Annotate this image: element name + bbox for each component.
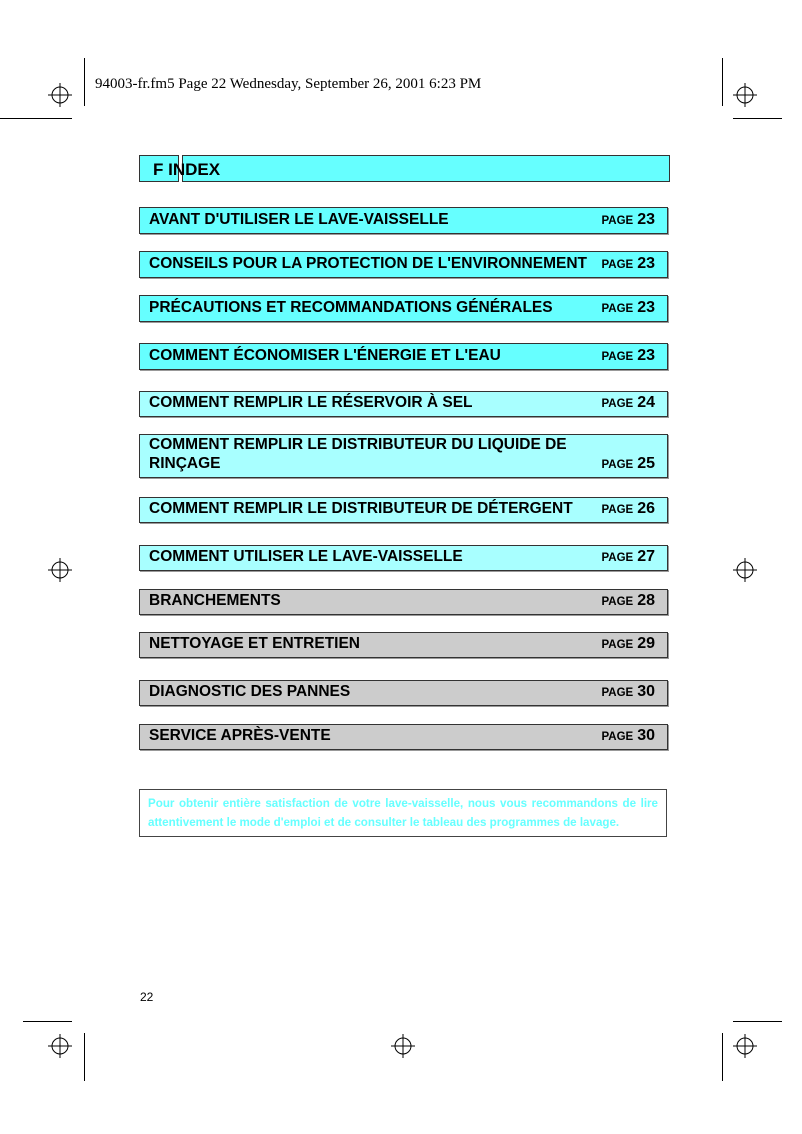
page-ref: 24 (637, 394, 655, 411)
index-entry: BRANCHEMENTS PAGE 28 (139, 589, 668, 615)
page-prefix: PAGE (601, 303, 634, 315)
entry-label: CONSEILS POUR LA PROTECTION DE L'ENVIRON… (149, 255, 587, 272)
entry-label: COMMENT REMPLIR LE DISTRIBUTEUR DE DÉTER… (149, 500, 573, 517)
page-title: F INDEX (153, 160, 221, 179)
page-ref: 23 (637, 347, 655, 364)
entry-page: PAGE 23 (601, 255, 655, 273)
page-prefix: PAGE (601, 504, 634, 516)
crop-mark (84, 1033, 85, 1081)
entry-page: PAGE 24 (601, 394, 655, 412)
print-header: 94003-fr.fm5 Page 22 Wednesday, Septembe… (95, 76, 482, 92)
entry-label: COMMENT REMPLIR LE RÉSERVOIR À SEL (149, 394, 473, 411)
entry-page: PAGE 26 (601, 500, 655, 518)
entry-label: SERVICE APRÈS-VENTE (149, 727, 331, 744)
entry-page: PAGE 27 (601, 548, 655, 566)
page-ref: 27 (637, 548, 655, 565)
entry-page: PAGE 25 (601, 455, 655, 473)
crop-mark (733, 118, 782, 119)
entry-page: PAGE 23 (601, 211, 655, 229)
entry-label: BRANCHEMENTS (149, 592, 281, 609)
registration-mark-icon (391, 1034, 415, 1058)
index-entry: COMMENT REMPLIR LE RÉSERVOIR À SEL PAGE 24 (139, 391, 668, 417)
recommendation-note: Pour obtenir entière satisfaction de vot… (139, 789, 667, 837)
entry-page: PAGE 29 (601, 635, 655, 653)
index-entry: CONSEILS POUR LA PROTECTION DE L'ENVIRON… (139, 251, 668, 278)
page-ref: 28 (637, 592, 655, 609)
page-prefix: PAGE (601, 215, 634, 227)
page-prefix: PAGE (601, 398, 634, 410)
page-prefix: PAGE (601, 639, 634, 651)
index-title-bar: F INDEX (139, 155, 670, 182)
page-ref: 29 (637, 635, 655, 652)
entry-page: PAGE 30 (601, 727, 655, 745)
entry-label: COMMENT ÉCONOMISER L'ÉNERGIE ET L'EAU (149, 347, 501, 364)
page-number: 22 (140, 990, 154, 1004)
page-ref: 25 (637, 455, 655, 472)
registration-mark-icon (48, 1034, 72, 1058)
page-prefix: PAGE (601, 351, 634, 363)
entry-label: DIAGNOSTIC DES PANNES (149, 683, 351, 700)
page-ref: 23 (637, 255, 655, 272)
index-entry: COMMENT ÉCONOMISER L'ÉNERGIE ET L'EAU PAG… (139, 343, 668, 370)
page-ref: 26 (637, 500, 655, 517)
index-entry: PRÉCAUTIONS ET RECOMMANDATIONS GÉNÉRALES… (139, 295, 668, 322)
page-ref: 30 (637, 727, 655, 744)
registration-mark-icon (733, 558, 757, 582)
entry-label: AVANT D'UTILISER LE LAVE-VAISSELLE (149, 211, 449, 228)
index-entry: DIAGNOSTIC DES PANNES PAGE 30 (139, 680, 668, 706)
page-prefix: PAGE (601, 596, 634, 608)
index-entry: SERVICE APRÈS-VENTE PAGE 30 (139, 724, 668, 750)
crop-mark (23, 1021, 72, 1022)
page-prefix: PAGE (601, 552, 634, 564)
crop-mark (733, 1021, 782, 1022)
registration-mark-icon (48, 83, 72, 107)
entry-page: PAGE 23 (601, 299, 655, 317)
entry-label: PRÉCAUTIONS ET RECOMMANDATIONS GÉNÉRALES (149, 299, 553, 316)
entry-label: NETTOYAGE ET ENTRETIEN (149, 635, 361, 652)
page-prefix: PAGE (601, 259, 634, 271)
entry-label: COMMENT REMPLIR LE DISTRIBUTEUR DU LIQUI… (149, 436, 567, 472)
page-prefix: PAGE (601, 459, 634, 471)
index-entry: NETTOYAGE ET ENTRETIEN PAGE 29 (139, 632, 668, 658)
index-entry: COMMENT UTILISER LE LAVE-VAISSELLE PAGE 27 (139, 545, 668, 571)
page-ref: 23 (637, 299, 655, 316)
title-divider (178, 155, 183, 182)
entry-label: COMMENT UTILISER LE LAVE-VAISSELLE (149, 548, 463, 565)
index-entry: COMMENT REMPLIR LE DISTRIBUTEUR DU LIQUI… (139, 434, 668, 478)
index-entry: COMMENT REMPLIR LE DISTRIBUTEUR DE DÉTER… (139, 497, 668, 523)
page-ref: 23 (637, 211, 655, 228)
crop-mark (0, 118, 72, 119)
entry-page: PAGE 30 (601, 683, 655, 701)
entry-page: PAGE 28 (601, 592, 655, 610)
crop-mark (84, 58, 85, 106)
page-prefix: PAGE (601, 687, 634, 699)
crop-mark (722, 1033, 723, 1081)
crop-mark (722, 58, 723, 106)
entry-page: PAGE 23 (601, 347, 655, 365)
page-ref: 30 (637, 683, 655, 700)
registration-mark-icon (733, 1034, 757, 1058)
registration-mark-icon (48, 558, 72, 582)
registration-mark-icon (733, 83, 757, 107)
page-prefix: PAGE (601, 731, 634, 743)
index-entry: AVANT D'UTILISER LE LAVE-VAISSELLE PAGE 23 (139, 207, 668, 234)
